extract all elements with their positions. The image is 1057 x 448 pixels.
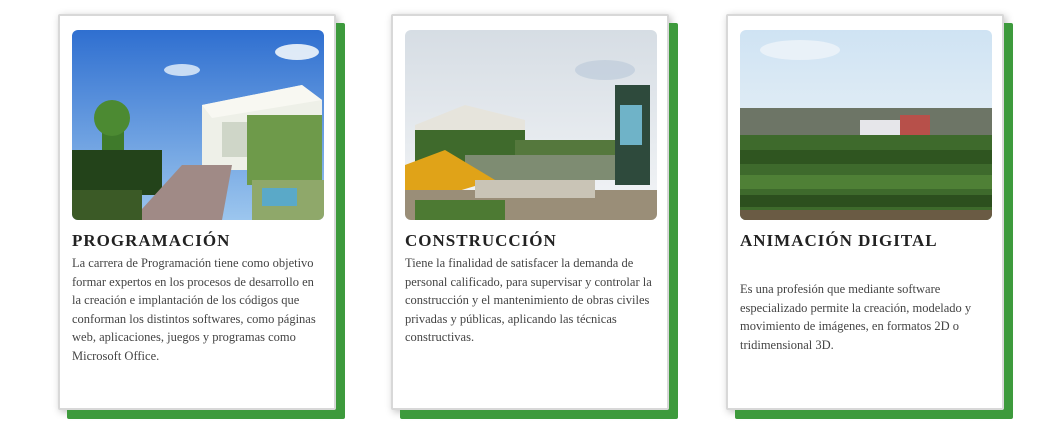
- card-description: Tiene la finalidad de satisfacer la dema…: [405, 256, 652, 344]
- campus-building-photo: [72, 30, 324, 220]
- campus-panorama-photo: [740, 30, 992, 220]
- career-card-programacion[interactable]: PROGRAMACIÓN La carrera de Programación …: [58, 14, 336, 410]
- card-title: ANIMACIÓN DIGITAL: [740, 231, 938, 250]
- construction-site-photo: [405, 30, 657, 220]
- card-title: CONSTRUCCIÓN: [405, 231, 557, 250]
- card-description: Es una profesión que mediante software e…: [740, 282, 972, 352]
- card-description: La carrera de Programación tiene como ob…: [72, 256, 316, 363]
- career-card-construccion[interactable]: CONSTRUCCIÓN Tiene la finalidad de satis…: [391, 14, 669, 410]
- career-card-animacion-digital[interactable]: ANIMACIÓN DIGITAL Es una profesión que m…: [726, 14, 1004, 410]
- card-title: PROGRAMACIÓN: [72, 231, 231, 250]
